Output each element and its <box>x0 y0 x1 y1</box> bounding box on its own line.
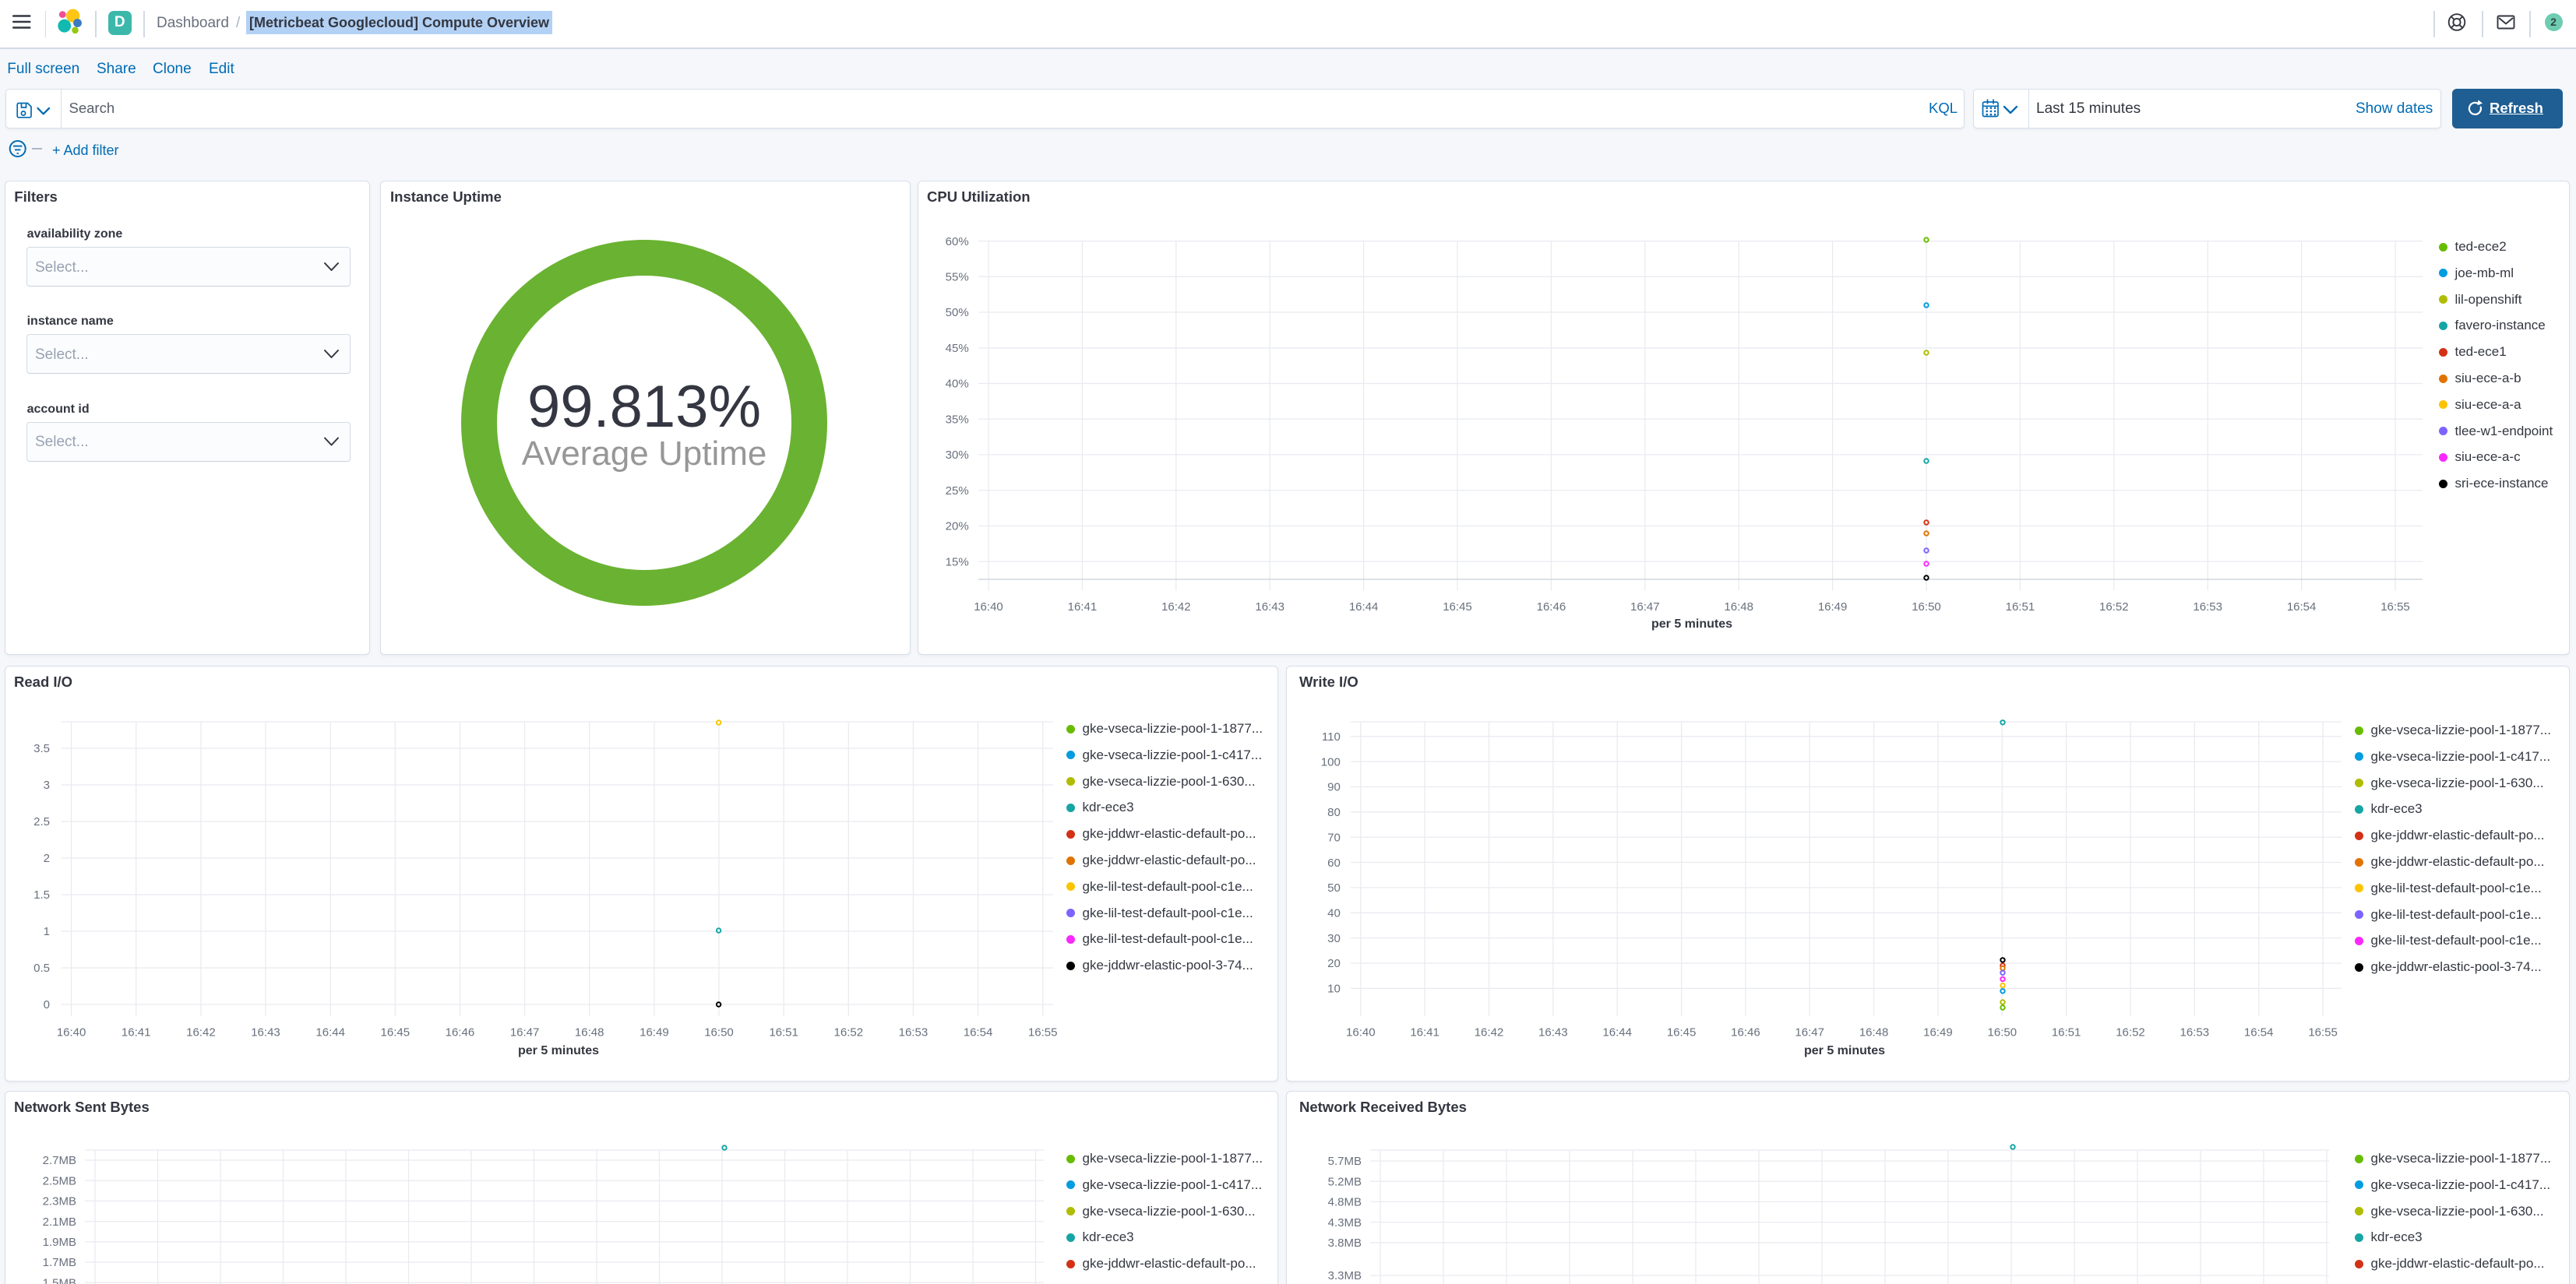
svg-text:16:42: 16:42 <box>1161 600 1191 614</box>
svg-text:16:55: 16:55 <box>2380 600 2410 614</box>
svg-text:35%: 35% <box>946 413 969 426</box>
svg-text:16:42: 16:42 <box>186 1026 216 1040</box>
svg-text:40: 40 <box>1327 907 1341 920</box>
svg-text:20%: 20% <box>946 520 969 533</box>
svg-text:2.7MB: 2.7MB <box>43 1154 76 1167</box>
svg-text:3.3MB: 3.3MB <box>1328 1269 1362 1282</box>
svg-text:30%: 30% <box>946 449 969 462</box>
svg-text:per 5 minutes: per 5 minutes <box>518 1044 599 1057</box>
svg-text:25%: 25% <box>946 484 969 498</box>
svg-text:4.8MB: 4.8MB <box>1328 1196 1362 1209</box>
svg-text:16:45: 16:45 <box>1443 600 1472 614</box>
svg-text:90: 90 <box>1327 781 1341 794</box>
svg-text:16:48: 16:48 <box>1724 600 1753 614</box>
svg-text:16:43: 16:43 <box>1538 1026 1568 1040</box>
svg-text:16:46: 16:46 <box>1731 1026 1760 1040</box>
svg-text:16:43: 16:43 <box>1255 600 1284 614</box>
svg-text:60%: 60% <box>946 235 969 248</box>
svg-text:16:46: 16:46 <box>1537 600 1566 614</box>
svg-text:3.5: 3.5 <box>33 742 50 755</box>
svg-text:16:49: 16:49 <box>1923 1026 1953 1040</box>
svg-text:1: 1 <box>44 925 50 938</box>
svg-text:40%: 40% <box>946 378 969 391</box>
svg-text:2.5: 2.5 <box>33 815 50 828</box>
svg-text:16:45: 16:45 <box>1667 1026 1697 1040</box>
svg-text:16:49: 16:49 <box>1818 600 1848 614</box>
svg-text:100: 100 <box>1321 755 1341 769</box>
svg-text:16:53: 16:53 <box>899 1026 929 1040</box>
svg-text:16:51: 16:51 <box>769 1026 798 1040</box>
svg-text:16:47: 16:47 <box>1795 1026 1824 1040</box>
svg-text:16:40: 16:40 <box>974 600 1003 614</box>
svg-text:3.8MB: 3.8MB <box>1328 1237 1362 1250</box>
svg-text:16:51: 16:51 <box>2052 1026 2081 1040</box>
svg-text:0.5: 0.5 <box>33 962 50 975</box>
svg-text:16:40: 16:40 <box>57 1026 86 1040</box>
svg-text:3: 3 <box>44 779 50 792</box>
svg-text:5.7MB: 5.7MB <box>1328 1155 1362 1168</box>
svg-text:80: 80 <box>1327 806 1341 819</box>
svg-text:1.5: 1.5 <box>33 888 50 902</box>
svg-text:50: 50 <box>1327 881 1341 895</box>
svg-text:0: 0 <box>44 998 50 1011</box>
svg-text:16:52: 16:52 <box>834 1026 864 1040</box>
svg-text:16:44: 16:44 <box>315 1026 345 1040</box>
svg-text:16:47: 16:47 <box>510 1026 540 1040</box>
svg-text:99.813%: 99.813% <box>527 374 761 440</box>
svg-text:16:49: 16:49 <box>640 1026 669 1040</box>
svg-text:2: 2 <box>44 852 50 865</box>
svg-text:16:47: 16:47 <box>1630 600 1660 614</box>
svg-text:30: 30 <box>1327 932 1341 945</box>
svg-text:1.9MB: 1.9MB <box>43 1236 76 1249</box>
svg-text:16:41: 16:41 <box>1410 1026 1440 1040</box>
svg-text:16:55: 16:55 <box>2308 1026 2338 1040</box>
svg-text:16:48: 16:48 <box>575 1026 604 1040</box>
svg-text:16:44: 16:44 <box>1349 600 1379 614</box>
svg-text:45%: 45% <box>946 342 969 355</box>
svg-text:2.5MB: 2.5MB <box>43 1174 76 1187</box>
svg-text:20: 20 <box>1327 957 1341 970</box>
svg-text:4.3MB: 4.3MB <box>1328 1216 1362 1229</box>
svg-text:16:41: 16:41 <box>122 1026 151 1040</box>
svg-text:Average Uptime: Average Uptime <box>522 434 767 473</box>
svg-text:1.7MB: 1.7MB <box>43 1256 76 1269</box>
svg-text:16:50: 16:50 <box>704 1026 734 1040</box>
svg-text:16:45: 16:45 <box>381 1026 411 1040</box>
svg-text:15%: 15% <box>946 555 969 568</box>
svg-text:55%: 55% <box>946 271 969 284</box>
svg-text:per 5 minutes: per 5 minutes <box>1651 617 1732 631</box>
svg-text:16:52: 16:52 <box>2099 600 2129 614</box>
svg-text:16:42: 16:42 <box>1475 1026 1504 1040</box>
svg-text:16:51: 16:51 <box>2006 600 2035 614</box>
svg-text:16:44: 16:44 <box>1602 1026 1632 1040</box>
svg-text:110: 110 <box>1322 730 1341 744</box>
svg-text:1.5MB: 1.5MB <box>43 1276 76 1284</box>
svg-text:16:50: 16:50 <box>1912 600 1941 614</box>
svg-text:16:40: 16:40 <box>1346 1026 1376 1040</box>
svg-text:16:52: 16:52 <box>2116 1026 2145 1040</box>
svg-text:16:53: 16:53 <box>2180 1026 2210 1040</box>
svg-text:16:46: 16:46 <box>446 1026 475 1040</box>
svg-text:16:55: 16:55 <box>1028 1026 1058 1040</box>
svg-text:16:53: 16:53 <box>2193 600 2222 614</box>
svg-text:10: 10 <box>1327 983 1341 996</box>
svg-text:16:54: 16:54 <box>2244 1026 2274 1040</box>
svg-text:50%: 50% <box>946 306 969 319</box>
svg-text:2.1MB: 2.1MB <box>43 1215 76 1229</box>
svg-text:16:43: 16:43 <box>251 1026 280 1040</box>
svg-text:16:54: 16:54 <box>964 1026 993 1040</box>
svg-text:per 5 minutes: per 5 minutes <box>1804 1044 1885 1057</box>
svg-text:60: 60 <box>1327 857 1341 870</box>
svg-text:16:41: 16:41 <box>1068 600 1098 614</box>
svg-text:5.2MB: 5.2MB <box>1328 1175 1362 1188</box>
svg-text:16:50: 16:50 <box>1988 1026 2017 1040</box>
svg-text:2.3MB: 2.3MB <box>43 1195 76 1208</box>
svg-text:16:48: 16:48 <box>1859 1026 1889 1040</box>
svg-text:16:54: 16:54 <box>2287 600 2317 614</box>
svg-text:70: 70 <box>1327 831 1341 844</box>
